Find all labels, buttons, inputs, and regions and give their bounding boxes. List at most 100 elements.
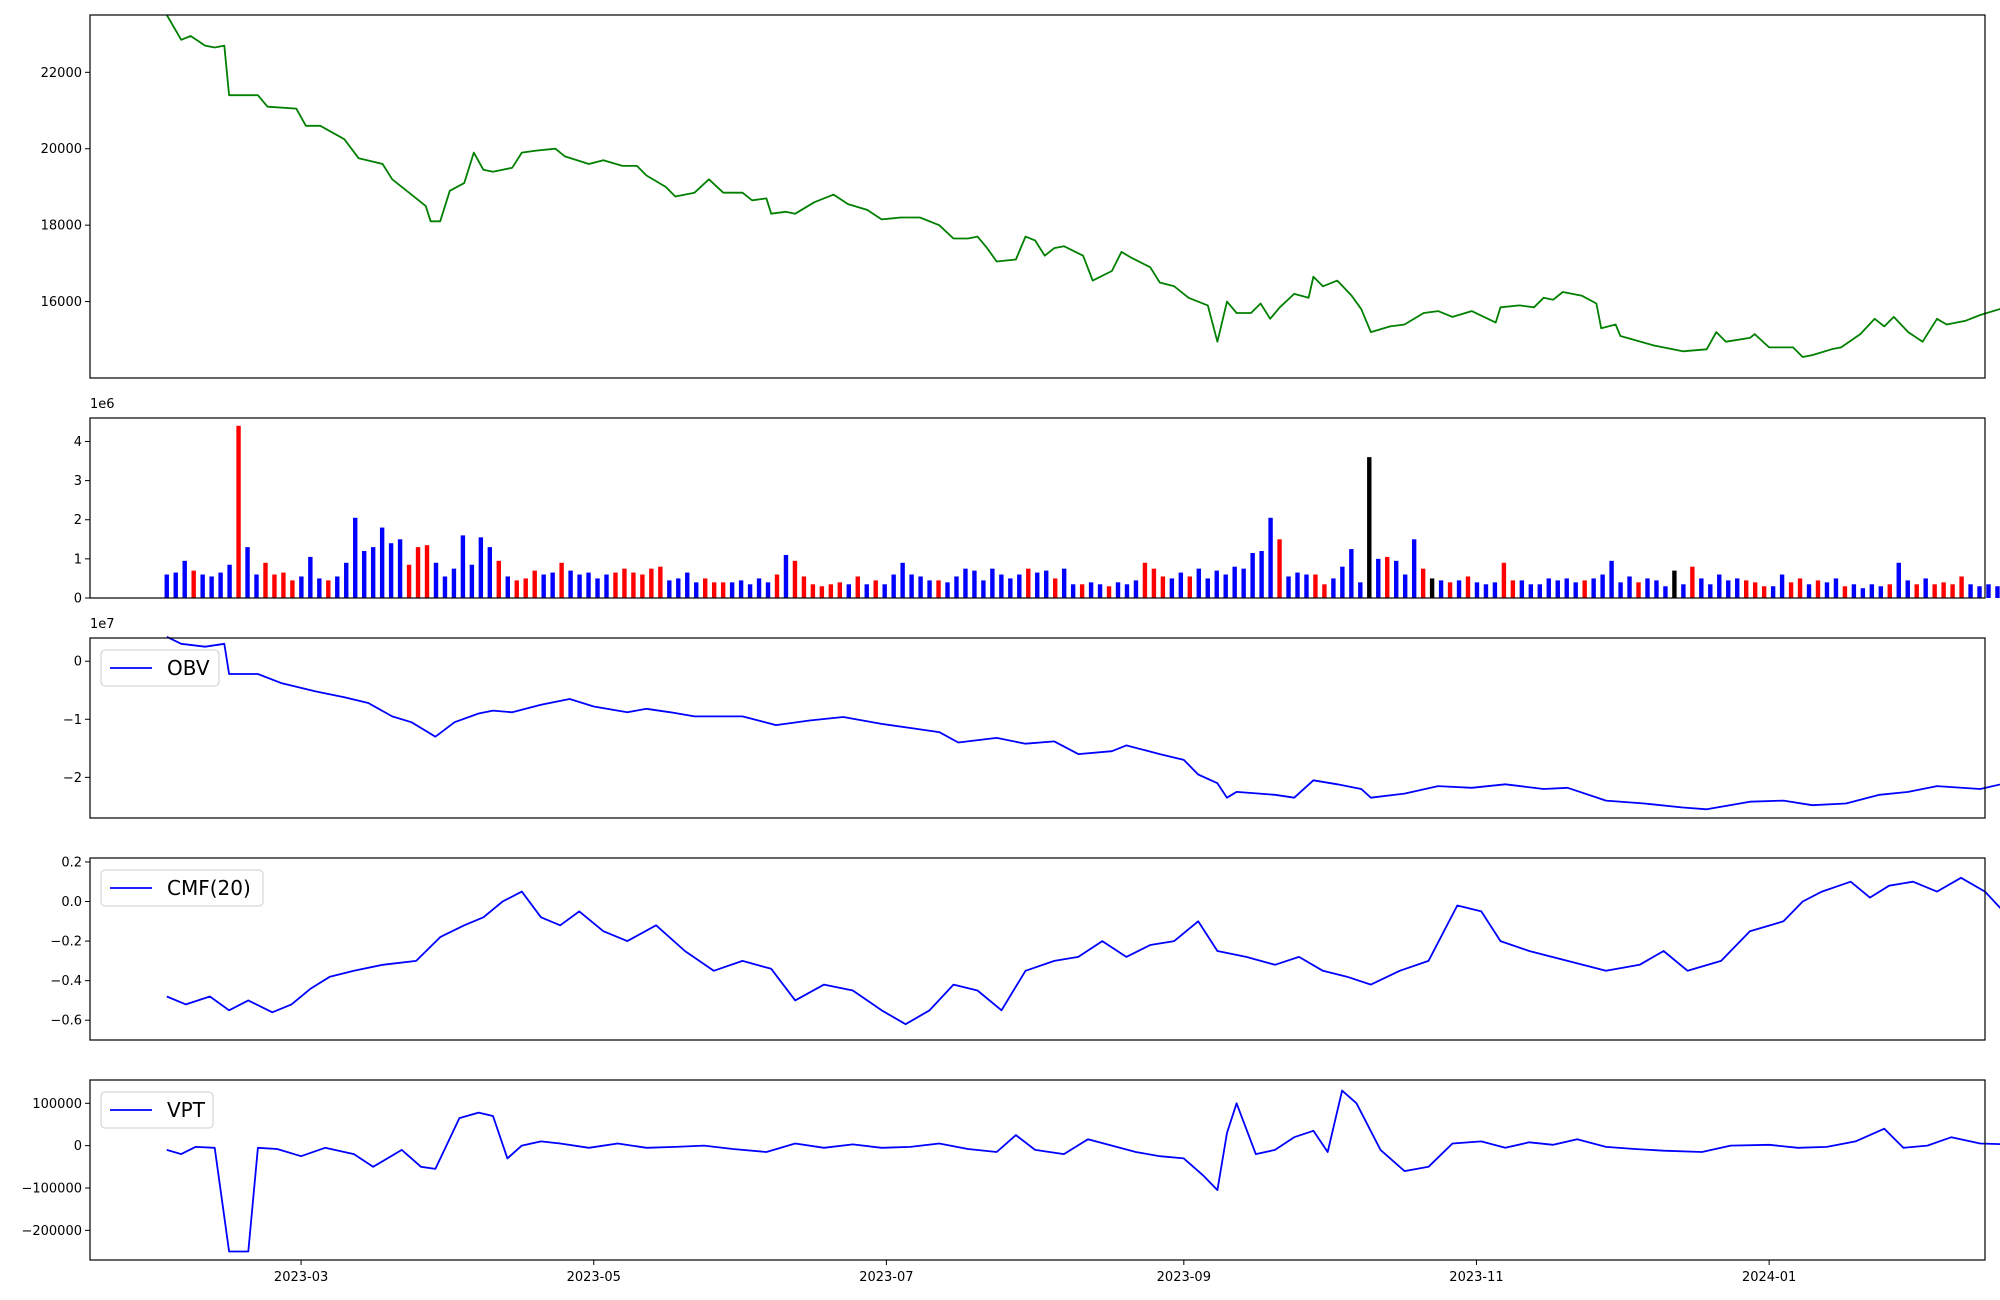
volume-bar [765,582,771,598]
volume-bar [541,574,546,598]
volume-bar [236,425,241,598]
x-tick-label: 2024-01 [1742,1270,1796,1285]
price-ytick-label: 16000 [41,295,82,310]
volume-bar [1968,584,1973,598]
volume-bar [729,582,735,598]
volume-bar [173,572,178,598]
volume-bar [909,574,914,598]
volume-bar [1510,580,1516,598]
volume-bar [559,562,564,598]
volume-bar [1367,457,1372,598]
volume-bar [837,582,843,598]
cmf-legend-label: CMF(20) [167,876,251,900]
volume-bar [1555,580,1560,598]
volume-bar [1268,517,1273,598]
volume-bar [1385,556,1390,598]
vpt-legend-label: VPT [167,1098,206,1122]
volume-bar [819,586,825,598]
volume-bar [1959,576,1964,598]
vpt-legend-box [100,1091,214,1129]
volume-bar [1573,582,1578,598]
volume-bar [1681,584,1686,598]
volume-bar [864,584,869,598]
volume-bar [1026,568,1031,598]
volume-bar [1860,588,1866,598]
volume-panel: 0 1 2 3 4 1e6 [74,397,2000,607]
volume-bar [1779,574,1785,598]
vpt-ytick-label: −100000 [21,1182,82,1197]
volume-bar [433,562,439,598]
volume-bar [209,576,214,598]
volume-bar [1878,586,1884,598]
volume-bar [1340,566,1345,598]
volume-bar [1115,582,1121,598]
volume-bar [370,547,376,598]
volume-bar [568,570,573,598]
price-ytick-label: 18000 [41,219,82,234]
obv-panel: −2 −1 0 1e7 OBV [63,617,2000,819]
volume-ytick-label: 0 [74,592,82,607]
price-ytick-label: 22000 [41,66,82,81]
volume-bar [218,572,223,598]
x-tick-label: 2023-05 [567,1270,621,1285]
cmf-axes-frame [89,857,1986,1041]
volume-bar [1133,580,1139,598]
volume-bar [1304,574,1309,598]
obv-ytick-label: −2 [63,771,82,786]
volume-bar [1214,570,1219,598]
volume-bar [532,570,537,598]
volume-bar [694,582,699,598]
cmf-panel: −0.6 −0.4 −0.2 0.0 0.2 CMF(20) [50,855,2000,1041]
volume-bar [1824,582,1830,598]
volume-bar [1187,576,1193,598]
volume-bar [873,580,878,598]
volume-bar [245,547,250,598]
volume-bar [1743,580,1749,598]
volume-bar [299,576,304,598]
volume-bar [1932,584,1937,598]
volume-bar [1528,584,1534,598]
volume-bar [1277,539,1282,598]
volume-bar [290,580,295,598]
volume-bar [1851,584,1857,598]
volume-bar [1232,566,1237,598]
volume-ytick-label: 3 [74,474,82,489]
volume-bar [1358,582,1363,598]
volume-bar [999,574,1004,598]
volume-bar [1223,574,1228,598]
volume-bar [936,580,941,598]
volume-bar [1456,580,1462,598]
volume-bar [667,580,672,598]
volume-bar [1420,568,1426,598]
volume-bar [658,566,663,598]
volume-bar [379,527,385,598]
cmf-line [166,876,2000,1026]
volume-bar [1950,584,1955,598]
volume-bar [1627,576,1632,598]
volume-bar [1735,578,1740,598]
volume-bar [774,574,780,598]
volume-bar [1474,582,1480,598]
volume-bar [1600,574,1605,598]
volume-bar [1044,570,1049,598]
volume-bar [613,572,618,598]
volume-bar [649,568,654,598]
cmf-ytick-label: 0.2 [61,855,82,870]
volume-bar [1752,582,1758,598]
volume-bar [1995,586,2000,598]
volume-bar [1052,578,1058,598]
volume-bar [487,547,493,598]
volume-bar [1726,580,1731,598]
volume-bar [1986,584,1991,598]
volume-bar [326,580,331,598]
volume-bar [397,539,403,598]
volume-bar [478,537,484,598]
volume-bar [963,568,968,598]
price-axes-frame [89,14,1986,379]
volume-bar [1905,580,1910,598]
volume-bar [918,576,923,598]
volume-bar [1429,578,1435,598]
volume-bar [756,578,762,598]
volume-bar [406,564,412,598]
